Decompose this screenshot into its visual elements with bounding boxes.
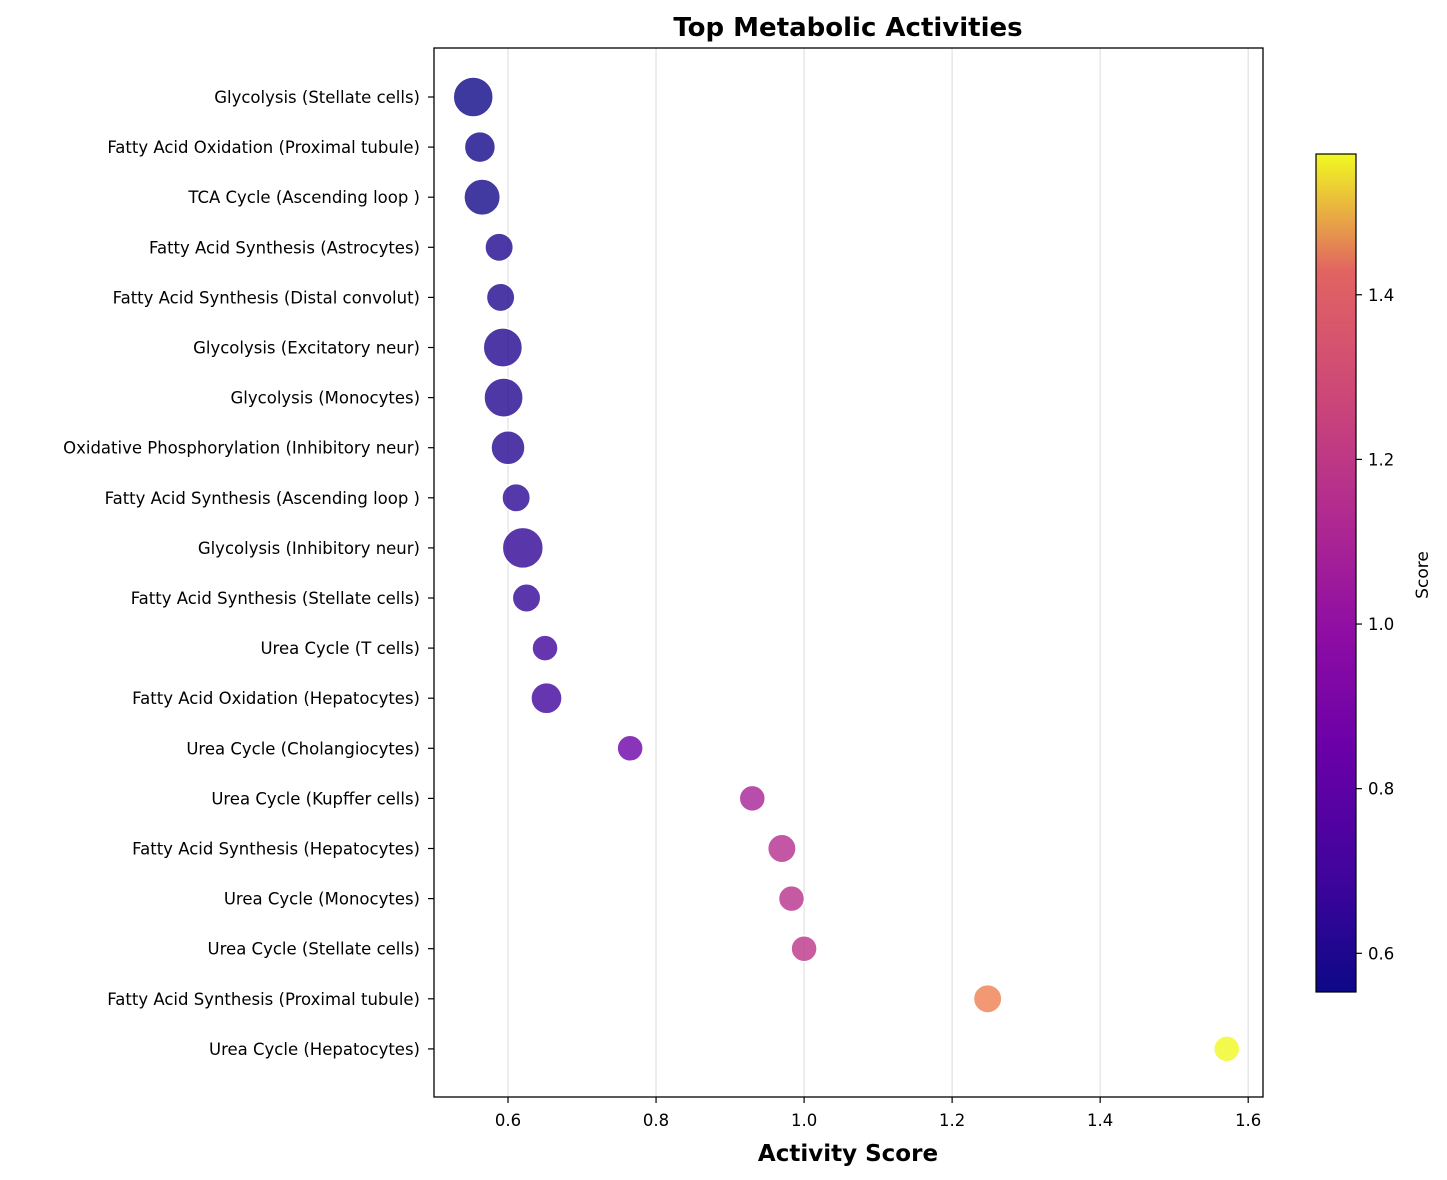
colorbar: 0.6 0.8 1.0 1.2 1.4 Score [1315,153,1433,993]
x-tick-label: 1.4 [1087,1111,1113,1130]
colorbar-tick-label: 0.6 [1368,944,1394,963]
x-tick-label: 0.8 [643,1111,669,1130]
y-tick-label: Glycolysis (Inhibitory neur) [198,539,420,558]
data-point [483,377,524,418]
x-tick-label: 0.6 [495,1111,521,1130]
data-point [531,634,559,662]
data-point [485,282,516,313]
data-point [511,583,542,613]
data-point [530,681,563,715]
data-point [1212,1035,1241,1063]
y-tick-label: Urea Cycle (T cells) [260,639,420,658]
y-tick-label: Oxidative Phosphorylation (Inhibitory ne… [63,439,420,458]
data-point [738,784,767,813]
x-axis-label: Activity Score [758,1141,938,1167]
y-tick-label: TCA Cycle (Ascending loop ) [187,188,420,207]
x-axis: 0.6 0.8 1.0 1.2 1.4 1.6 [495,1097,1261,1130]
colorbar-label: Score [1413,551,1433,599]
y-tick-label: Glycolysis (Stellate cells) [214,88,420,107]
y-tick-label: Glycolysis (Excitatory neur) [193,339,420,358]
colorbar-tick-label: 1.0 [1368,615,1394,634]
colorbar-tick-label: 1.4 [1368,286,1394,305]
y-tick-label: Fatty Acid Oxidation (Proximal tubule) [107,138,420,157]
colorbar-tick-label: 0.8 [1368,780,1394,799]
data-point [790,934,818,963]
data-point [777,884,806,913]
data-point [463,130,497,164]
colorbar-tick-label: 1.2 [1368,450,1394,469]
y-tick-label: Fatty Acid Synthesis (Hepatocytes) [132,840,420,859]
y-tick-label: Glycolysis (Monocytes) [231,389,420,408]
y-tick-label: Fatty Acid Synthesis (Ascending loop ) [105,489,420,508]
y-tick-label: Urea Cycle (Monocytes) [224,890,420,909]
y-tick-label: Urea Cycle (Hepatocytes) [209,1040,420,1059]
grid-lines [507,48,1249,1097]
x-tick-label: 1.2 [939,1111,965,1130]
y-tick-label: Fatty Acid Synthesis (Stellate cells) [131,589,420,608]
y-axis: Glycolysis (Stellate cells) Fatty Acid Ox… [63,88,434,1059]
y-tick-label: Urea Cycle (Cholangiocytes) [186,739,420,758]
data-point [501,526,545,570]
data-point [490,429,526,466]
chart-title: Top Metabolic Activities [673,13,1022,43]
x-tick-label: 1.0 [791,1111,817,1130]
data-point [972,983,1003,1014]
data-point [766,833,797,864]
y-tick-label: Fatty Acid Synthesis (Astrocytes) [149,238,420,257]
y-tick-label: Fatty Acid Oxidation (Hepatocytes) [132,689,420,708]
colorbar-ticks: 0.6 0.8 1.0 1.2 1.4 [1356,286,1394,963]
y-tick-label: Fatty Acid Synthesis (Proximal tubule) [107,990,420,1009]
colorbar-gradient [1315,153,1357,993]
data-point [452,76,494,118]
x-tick-label: 1.6 [1235,1111,1261,1130]
data-point [484,232,515,263]
y-tick-label: Urea Cycle (Stellate cells) [208,940,420,959]
plot-frame [433,47,1264,1098]
data-point [463,178,502,217]
data-point [501,482,532,513]
data-point [616,734,644,763]
data-point [482,327,524,368]
data-points [452,76,1241,1063]
y-tick-label: Urea Cycle (Kupffer cells) [211,789,420,808]
y-tick-label: Fatty Acid Synthesis (Distal convolut) [113,288,420,307]
